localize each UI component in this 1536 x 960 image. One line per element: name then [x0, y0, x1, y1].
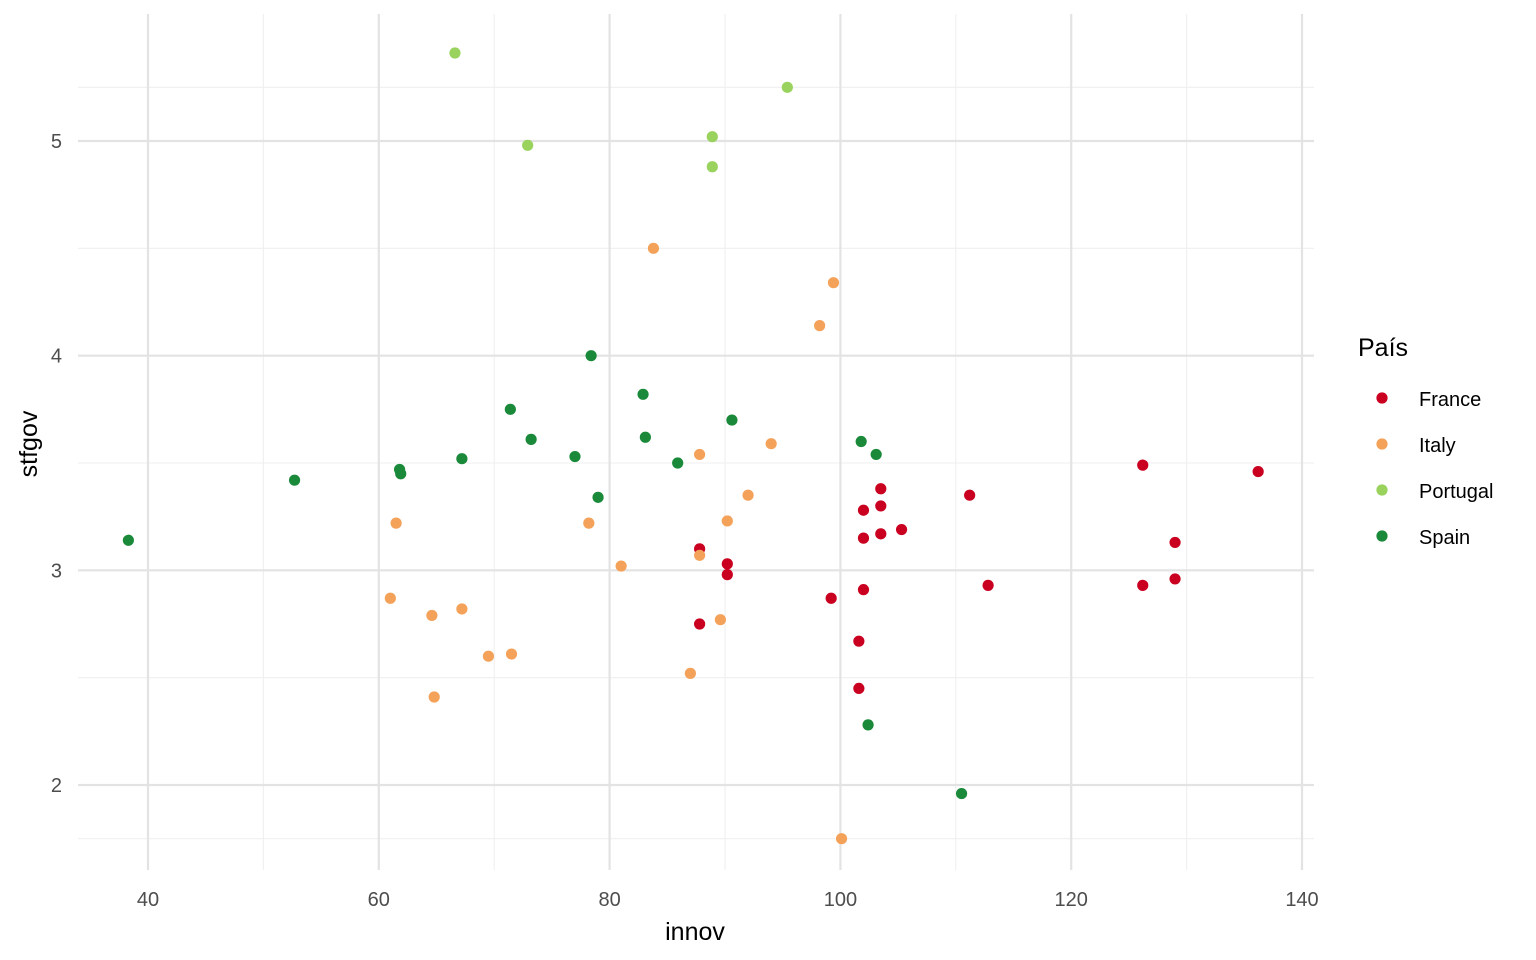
data-point-france: [853, 682, 865, 695]
x-axis-tick-labels: 40 60 80 100 120 140: [137, 889, 1319, 911]
data-point-portugal: [781, 81, 793, 93]
y-axis-title: stfgov: [15, 410, 43, 477]
data-point-italy: [742, 489, 754, 501]
data-point-france: [857, 504, 870, 516]
data-point-france: [895, 523, 908, 536]
data-point-spain: [585, 350, 597, 362]
data-point-italy: [482, 650, 495, 662]
y-tick-label: 3: [51, 560, 62, 582]
data-point-spain: [870, 448, 882, 461]
data-point-spain: [456, 453, 468, 465]
data-point-spain: [288, 474, 301, 486]
data-point-portugal: [522, 139, 534, 151]
data-point-france: [721, 569, 733, 581]
data-point-portugal: [706, 161, 718, 173]
legend: País France Italy Portugal Spain: [1358, 334, 1494, 549]
data-point-france: [825, 592, 837, 604]
data-point-italy: [714, 614, 726, 626]
data-point-france: [1137, 459, 1149, 471]
data-point-italy: [615, 560, 627, 572]
data-point-spain: [672, 457, 684, 469]
y-tick-label: 2: [51, 775, 62, 797]
x-axis-title: innov: [665, 918, 725, 946]
data-point-france: [964, 489, 976, 501]
legend-title: País: [1358, 334, 1408, 362]
data-point-italy: [583, 517, 595, 529]
x-tick-label: 140: [1285, 889, 1318, 911]
legend-key-portugal: [1376, 484, 1388, 496]
grid-lines: [78, 14, 1314, 870]
x-tick-label: 100: [824, 889, 857, 911]
data-point-france: [721, 558, 733, 570]
data-points: [122, 47, 1264, 845]
data-point-france: [853, 635, 865, 647]
legend-label: France: [1419, 389, 1481, 411]
data-point-italy: [384, 592, 396, 604]
data-point-portugal: [449, 47, 461, 59]
data-point-france: [857, 532, 870, 544]
data-point-spain: [726, 414, 738, 426]
data-point-spain: [525, 433, 537, 445]
legend-key-italy: [1376, 438, 1388, 450]
data-point-france: [875, 500, 887, 512]
data-point-france: [1169, 573, 1181, 585]
data-point-italy: [426, 609, 438, 622]
data-point-italy: [428, 691, 440, 703]
y-axis-tick-labels: 2 3 4 5: [51, 131, 62, 797]
legend-label: Spain: [1419, 527, 1470, 549]
y-tick-label: 5: [51, 131, 62, 153]
legend-key-spain: [1376, 530, 1388, 542]
data-point-spain: [122, 534, 134, 546]
data-point-italy: [694, 448, 706, 461]
data-point-italy: [814, 320, 826, 332]
data-point-spain: [639, 431, 651, 443]
data-point-france: [1137, 579, 1149, 591]
data-point-portugal: [706, 131, 718, 143]
x-tick-label: 60: [368, 889, 390, 911]
data-point-spain: [395, 468, 407, 480]
data-point-france: [694, 618, 706, 630]
x-tick-label: 120: [1055, 889, 1088, 911]
data-point-spain: [569, 450, 581, 463]
data-point-spain: [955, 787, 968, 800]
data-point-spain: [592, 491, 604, 503]
data-point-italy: [390, 517, 402, 529]
legend-key-france: [1376, 392, 1388, 404]
data-point-italy: [694, 549, 706, 561]
x-tick-label: 40: [137, 889, 159, 911]
legend-items: France Italy Portugal Spain: [1376, 389, 1494, 549]
data-point-france: [875, 528, 887, 540]
data-point-france: [982, 579, 994, 591]
data-point-france: [1252, 465, 1264, 478]
data-point-spain: [504, 403, 516, 415]
data-point-france: [875, 483, 887, 495]
data-point-italy: [456, 603, 468, 615]
data-point-italy: [647, 242, 660, 254]
data-point-italy: [721, 515, 733, 527]
data-point-italy: [505, 648, 518, 660]
data-point-italy: [765, 438, 777, 450]
data-point-italy: [827, 277, 840, 289]
data-point-italy: [835, 833, 848, 845]
y-tick-label: 4: [51, 346, 62, 368]
data-point-france: [857, 584, 870, 596]
legend-label: Italy: [1419, 435, 1456, 457]
data-point-spain: [862, 719, 874, 731]
data-point-spain: [637, 388, 649, 400]
x-tick-label: 80: [598, 889, 620, 911]
data-point-italy: [684, 667, 696, 679]
data-point-spain: [855, 435, 867, 448]
data-point-france: [1169, 536, 1181, 549]
legend-label: Portugal: [1419, 481, 1494, 503]
